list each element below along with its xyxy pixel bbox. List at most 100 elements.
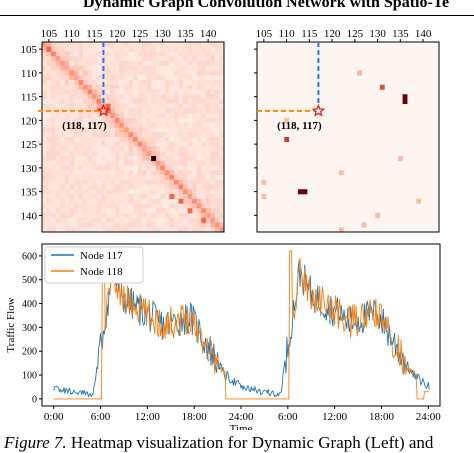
heatmap-cell xyxy=(114,65,120,71)
heatmap-cell xyxy=(192,179,197,185)
heatmap-cell xyxy=(114,141,120,147)
heatmap-cell xyxy=(178,51,184,57)
heatmap-cell xyxy=(219,184,225,190)
heatmap-cell xyxy=(73,75,79,81)
heatmap-cell xyxy=(210,156,216,162)
heatmap-cell xyxy=(69,89,75,95)
heatmap-cell xyxy=(201,137,207,143)
heatmap-cell xyxy=(51,127,56,133)
heatmap-cell xyxy=(151,61,157,67)
heatmap-cell xyxy=(137,122,143,128)
heatmap-cell xyxy=(183,151,188,157)
heatmap-cell xyxy=(183,94,188,100)
heatmap-cell xyxy=(164,94,170,100)
heatmap-cell xyxy=(142,127,147,133)
heatmap-cell xyxy=(219,75,225,81)
heatmap-cell xyxy=(178,70,184,76)
heatmap-cell xyxy=(64,113,70,119)
heatmap-cell xyxy=(119,51,125,57)
heatmap-cell xyxy=(151,127,157,133)
heatmap-cell xyxy=(110,151,116,157)
heatmap-cell xyxy=(96,108,102,114)
x-tick-label: 24:00 xyxy=(416,411,442,423)
heatmap-cell xyxy=(42,108,47,114)
heatmap-cell xyxy=(164,189,170,195)
x-tick-label: 120 xyxy=(324,28,341,40)
heatmap-cell xyxy=(155,75,161,81)
heatmap-cell xyxy=(123,132,129,138)
heatmap-cell xyxy=(160,141,166,147)
heatmap-cell xyxy=(128,99,134,105)
heatmap-cell xyxy=(46,213,52,219)
heatmap-cell xyxy=(210,108,216,114)
heatmap-cell xyxy=(196,146,202,152)
heatmap-cell xyxy=(46,51,52,57)
heatmap-cell xyxy=(110,103,116,109)
heatmap-cell xyxy=(42,46,47,52)
heatmap-cell xyxy=(82,56,88,62)
heatmap-cell xyxy=(51,137,56,143)
heatmap-cell xyxy=(205,222,211,228)
heatmap-cell xyxy=(196,70,202,76)
heatmap-cell xyxy=(205,70,211,76)
heatmap-cell xyxy=(173,156,179,162)
heatmap-cell xyxy=(164,198,170,204)
heatmap-cell xyxy=(137,113,143,119)
heatmap-cell xyxy=(96,94,102,100)
heatmap-cell xyxy=(379,84,385,90)
heatmap-cell xyxy=(46,94,52,100)
heatmap-cell xyxy=(123,51,129,57)
heatmap-cell xyxy=(87,227,93,233)
heatmap-cell xyxy=(210,141,216,147)
heatmap-cell xyxy=(51,227,56,233)
heatmap-cell xyxy=(164,84,170,90)
heatmap-cell xyxy=(119,160,125,166)
heatmap-cell xyxy=(173,227,179,233)
heatmap-cell xyxy=(173,132,179,138)
heatmap-cell xyxy=(151,99,157,105)
heatmap-cell xyxy=(178,118,184,124)
heatmap-cell xyxy=(169,160,175,166)
heatmap-cell xyxy=(51,103,56,109)
heatmap-cell xyxy=(219,51,225,57)
heatmap-cell xyxy=(160,61,166,67)
heatmap-cell xyxy=(55,75,61,81)
heatmap-cell xyxy=(219,61,225,67)
heatmap-cell xyxy=(155,217,161,223)
heatmap-cell xyxy=(192,127,197,133)
heatmap-cell xyxy=(78,227,84,233)
heatmap-cell xyxy=(73,113,79,119)
heatmap-cell xyxy=(146,194,152,200)
heatmap-cell xyxy=(51,184,56,190)
heatmap-cell xyxy=(51,56,56,62)
heatmap-cell xyxy=(82,194,88,200)
heatmap-cell xyxy=(164,151,170,157)
heatmap-cell xyxy=(60,165,66,171)
heatmap-cell xyxy=(119,203,125,209)
heatmap-cell xyxy=(101,113,106,119)
heatmap-cell xyxy=(155,122,161,128)
heatmap-cell xyxy=(123,208,129,214)
heatmap-cell xyxy=(55,61,61,67)
x-tick-label: 105 xyxy=(256,28,273,40)
heatmap-cell xyxy=(214,203,220,209)
heatmap-cell xyxy=(187,165,193,171)
heatmap-cell xyxy=(69,179,75,185)
heatmap-cell xyxy=(137,94,143,100)
heatmap-cell xyxy=(201,122,207,128)
heatmap-cell xyxy=(69,227,75,233)
heatmap-cell xyxy=(78,146,84,152)
running-header: Dynamic Graph Convolution Network with S… xyxy=(0,0,474,14)
heatmap-cell xyxy=(137,151,143,157)
heatmap-cell xyxy=(173,175,179,181)
heatmap-cell xyxy=(96,208,102,214)
heatmap-cell xyxy=(214,213,220,219)
heatmap-cell xyxy=(92,51,97,57)
heatmap-cell xyxy=(169,141,175,147)
heatmap-cell xyxy=(160,113,166,119)
heatmap-cell xyxy=(96,151,102,157)
heatmap-cell xyxy=(219,151,225,157)
heatmap-cell xyxy=(192,99,197,105)
heatmap-cell xyxy=(105,198,111,204)
heatmap-cell xyxy=(78,156,84,162)
